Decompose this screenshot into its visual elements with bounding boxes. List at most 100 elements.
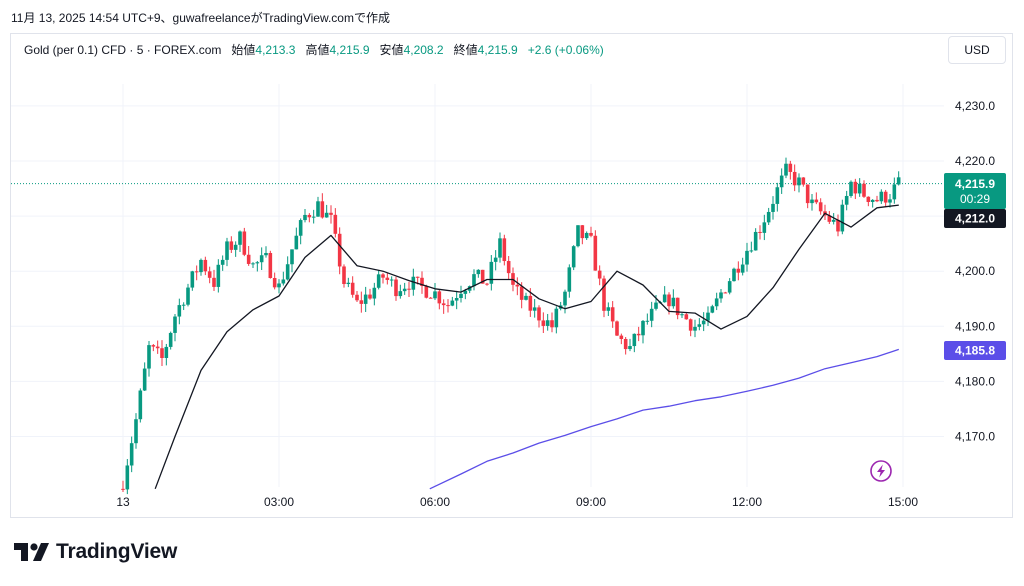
candle xyxy=(710,304,715,314)
x-tick-label: 03:00 xyxy=(264,495,294,509)
candle xyxy=(567,264,572,298)
candle xyxy=(493,250,498,271)
candle xyxy=(875,195,879,203)
candle xyxy=(489,255,494,291)
candle xyxy=(303,208,307,223)
low-label: 安値 xyxy=(379,43,404,57)
tradingview-logo-icon xyxy=(14,543,49,561)
candle xyxy=(168,331,173,350)
candle xyxy=(277,279,281,294)
candle xyxy=(844,190,849,211)
y-tick-label: 4,190.0 xyxy=(955,319,995,333)
candle xyxy=(831,213,836,225)
ma-long-line xyxy=(429,348,900,490)
candle xyxy=(779,168,784,194)
candle xyxy=(688,318,693,337)
candle xyxy=(229,236,234,253)
y-tick-label: 4,180.0 xyxy=(955,374,995,388)
candle xyxy=(515,277,520,296)
candle xyxy=(797,173,801,193)
candle xyxy=(883,189,888,207)
candle xyxy=(645,313,650,325)
ohlc-legend: Gold (per 0.1) CFD · 5 · FOREX.com 始値4,2… xyxy=(24,41,604,58)
candle xyxy=(736,261,741,281)
candle xyxy=(294,227,299,250)
candle xyxy=(368,288,372,300)
candle xyxy=(420,271,424,294)
close-label: 終値 xyxy=(453,43,478,57)
candle xyxy=(329,205,333,224)
candle xyxy=(485,282,489,286)
lightning-icon[interactable] xyxy=(870,460,892,482)
candle xyxy=(675,297,680,320)
candle xyxy=(372,282,377,306)
candle xyxy=(459,285,463,303)
candle xyxy=(498,232,502,263)
candle xyxy=(424,284,429,299)
candle xyxy=(714,292,719,311)
x-tick-label: 15:00 xyxy=(888,495,918,509)
candle xyxy=(264,246,268,258)
candle xyxy=(545,313,550,331)
chart-frame[interactable] xyxy=(10,33,1013,518)
candle xyxy=(316,196,320,217)
y-tick-label: 4,230.0 xyxy=(955,99,995,113)
candle xyxy=(355,291,359,303)
candle xyxy=(147,340,151,377)
candle xyxy=(866,196,871,207)
candle xyxy=(385,272,390,285)
candle xyxy=(818,198,823,215)
candle xyxy=(554,306,559,334)
candle xyxy=(606,302,611,317)
candle xyxy=(571,245,576,271)
low-value: 4,208.2 xyxy=(403,43,444,57)
candle xyxy=(155,340,160,354)
candle xyxy=(550,312,554,333)
x-tick-label: 13 xyxy=(116,495,130,509)
ma-short-badge xyxy=(944,209,1006,228)
chart-caption: 11月 13, 2025 14:54 UTC+9、guwafreelanceがT… xyxy=(11,11,390,25)
candle xyxy=(723,291,728,294)
candle xyxy=(502,234,507,266)
x-tick-label: 06:00 xyxy=(420,495,450,509)
currency-button[interactable]: USD xyxy=(948,36,1006,64)
last-price-badge xyxy=(944,173,1006,209)
candle xyxy=(207,266,212,284)
candle xyxy=(537,305,541,328)
candle xyxy=(719,289,723,303)
x-tick-label: 12:00 xyxy=(732,495,762,509)
candle xyxy=(896,171,901,186)
candle xyxy=(307,213,312,223)
candle xyxy=(766,207,771,225)
candle xyxy=(823,204,827,220)
candle xyxy=(272,272,277,290)
symbol-label[interactable]: Gold (per 0.1) CFD · 5 · FOREX.com xyxy=(24,43,222,57)
tradingview-brand[interactable]: TradingView xyxy=(14,540,177,564)
candle xyxy=(173,313,177,342)
candle xyxy=(216,259,221,293)
candle xyxy=(827,211,832,224)
candle xyxy=(181,302,186,311)
tradingview-wordmark: TradingView xyxy=(56,540,178,563)
candle xyxy=(220,255,225,271)
candle xyxy=(359,291,364,313)
high-value: 4,215.9 xyxy=(329,43,370,57)
candle xyxy=(394,276,398,301)
candle xyxy=(563,289,567,314)
candle xyxy=(628,338,632,352)
candle xyxy=(580,225,585,245)
candle xyxy=(749,241,754,253)
candle xyxy=(251,262,255,268)
candle xyxy=(177,298,182,325)
candle xyxy=(398,284,403,299)
candle xyxy=(134,413,138,449)
candlestick-series xyxy=(121,157,901,495)
candle xyxy=(433,283,437,301)
candle xyxy=(311,209,316,224)
candle xyxy=(233,241,238,257)
candle xyxy=(437,289,442,310)
ma-long-badge-value: 4,185.8 xyxy=(955,344,995,358)
price-axis: 4,230.04,220.04,210.04,200.04,190.04,180… xyxy=(955,99,995,444)
candle xyxy=(203,256,208,276)
